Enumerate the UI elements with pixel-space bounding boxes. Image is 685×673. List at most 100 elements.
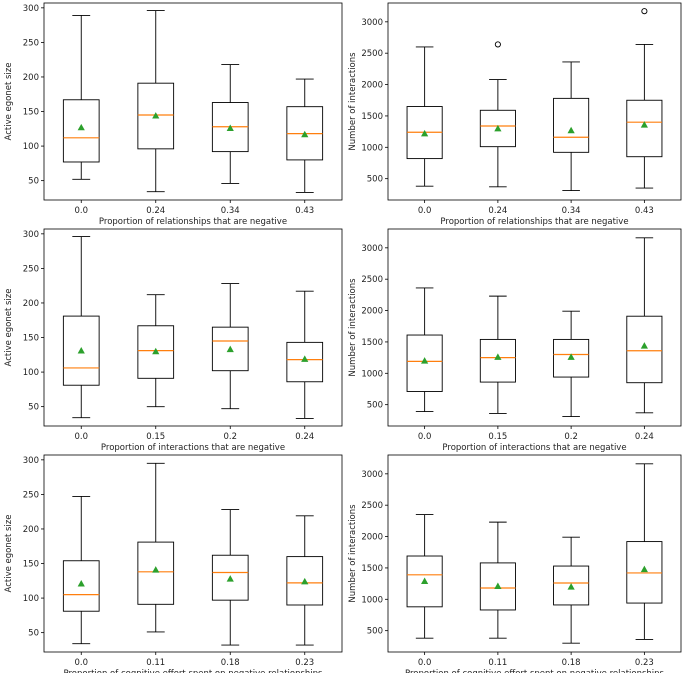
y-axis-label: Number of interactions	[348, 278, 358, 377]
y-tick-label: 50	[28, 177, 39, 187]
x-tick-label: 0.15	[488, 432, 507, 442]
y-tick-label: 2000	[361, 81, 383, 91]
y-tick-label: 200	[23, 73, 39, 83]
box-2	[479, 521, 516, 639]
box-4	[626, 463, 663, 640]
box-1	[406, 514, 443, 639]
x-tick-label: 0.0	[74, 658, 88, 668]
mean-marker	[301, 577, 309, 585]
x-tick-label: 0.34	[562, 206, 581, 216]
y-axis-label: Number of interactions	[348, 52, 358, 151]
mean-marker	[77, 579, 85, 587]
y-tick-label: 1000	[361, 143, 383, 153]
box-body	[406, 555, 443, 608]
box-4	[626, 8, 663, 189]
mean-marker	[567, 583, 575, 590]
x-tick-label: 0.43	[635, 206, 654, 216]
mean-marker	[152, 566, 160, 573]
y-axis-label: Active egonet size	[4, 515, 14, 593]
y-tick-label: 100	[23, 142, 39, 152]
y-tick-label: 50	[28, 403, 39, 413]
x-tick-label: 0.15	[146, 432, 165, 442]
mean-marker	[226, 345, 234, 353]
box-body	[626, 541, 663, 604]
box-body	[211, 554, 249, 601]
y-tick-label: 2500	[361, 49, 383, 59]
mean-marker	[421, 129, 429, 137]
x-tick-label: 0.0	[74, 432, 88, 442]
mean-marker	[77, 347, 85, 354]
x-tick-label: 0.2	[564, 432, 578, 442]
box-1	[406, 287, 443, 413]
box-1	[406, 46, 443, 187]
box-2	[137, 462, 175, 633]
box-3	[553, 310, 590, 418]
y-tick-label: 2000	[361, 533, 383, 543]
x-tick-label: 0.24	[146, 206, 165, 216]
x-axis-label: Proportion of relationships that are neg…	[440, 217, 628, 227]
chart-panel-3: 50 100 150 200 250 300 0.0 0.15 0.2 0.24 Proportio…	[4, 228, 343, 453]
chart-panel-1: 50 100 150 200 250 300 0.0 0.24 0.34 0.43 Proporti…	[4, 2, 343, 227]
mean-marker	[567, 126, 575, 134]
y-tick-label: 150	[23, 108, 39, 118]
box-body	[137, 325, 175, 379]
chart-panel-6: 500 1000 1500 2000 2500 3000 0.0 0.11 0.18 0.23Pr…	[348, 454, 682, 673]
mean-marker	[494, 124, 502, 132]
box-body	[479, 109, 516, 148]
y-tick-label: 100	[23, 594, 39, 604]
box-3	[211, 509, 249, 646]
y-tick-label: 1500	[361, 338, 383, 348]
y-tick-label: 2500	[361, 275, 383, 285]
mean-marker	[226, 575, 234, 582]
box-body	[211, 326, 249, 372]
box-body	[553, 338, 590, 378]
box-2	[479, 41, 516, 188]
mean-marker	[640, 121, 648, 128]
mean-marker	[640, 565, 648, 573]
x-tick-label: 0.11	[146, 658, 165, 668]
y-tick-label: 50	[28, 629, 39, 639]
y-tick-label: 1500	[361, 564, 383, 574]
box-body	[479, 562, 516, 611]
box-4	[286, 290, 324, 419]
mean-marker	[226, 124, 234, 131]
x-tick-label: 0.18	[562, 658, 581, 668]
box-body	[479, 338, 516, 383]
plot-frame	[387, 454, 682, 653]
y-tick-label: 150	[23, 560, 39, 570]
mean-marker	[494, 353, 502, 360]
y-tick-label: 200	[23, 299, 39, 309]
plot-frame	[43, 2, 343, 201]
box-3	[211, 64, 249, 184]
y-tick-label: 3000	[361, 244, 383, 254]
y-axis-label: Active egonet size	[4, 289, 14, 367]
y-tick-label: 300	[23, 456, 39, 466]
chart-panel-5: 50 100 150 200 250 300 0.0 0.11 0.18 0.23Proporti…	[4, 454, 343, 673]
box-2	[479, 295, 516, 414]
x-tick-label: 0.0	[418, 658, 432, 668]
mean-marker	[152, 112, 160, 119]
y-tick-label: 150	[23, 334, 39, 344]
y-tick-label: 500	[367, 627, 383, 637]
plot-frame	[43, 454, 343, 653]
y-axis-label: Active egonet size	[4, 63, 14, 141]
y-tick-label: 1000	[361, 595, 383, 605]
box-3	[553, 536, 590, 644]
box-3	[211, 283, 249, 410]
mean-marker	[301, 130, 309, 138]
box-body	[626, 99, 663, 158]
mean-marker	[421, 577, 429, 584]
y-axis-label: Number of interactions	[348, 504, 358, 603]
box-1	[62, 496, 100, 645]
x-axis-label: Proportion of cognitive effort spent on …	[405, 669, 665, 673]
mean-marker	[301, 355, 309, 362]
y-tick-label: 3000	[361, 470, 383, 480]
x-axis-label: Proportion of interactions that are nega…	[442, 443, 626, 453]
box-body	[286, 556, 324, 606]
x-tick-label: 0.18	[221, 658, 240, 668]
y-tick-label: 1500	[361, 112, 383, 122]
plot-frame	[387, 2, 682, 201]
mean-marker	[421, 357, 429, 364]
box-body	[553, 565, 590, 606]
x-axis-label: Proportion of cognitive effort spent on …	[64, 669, 324, 673]
